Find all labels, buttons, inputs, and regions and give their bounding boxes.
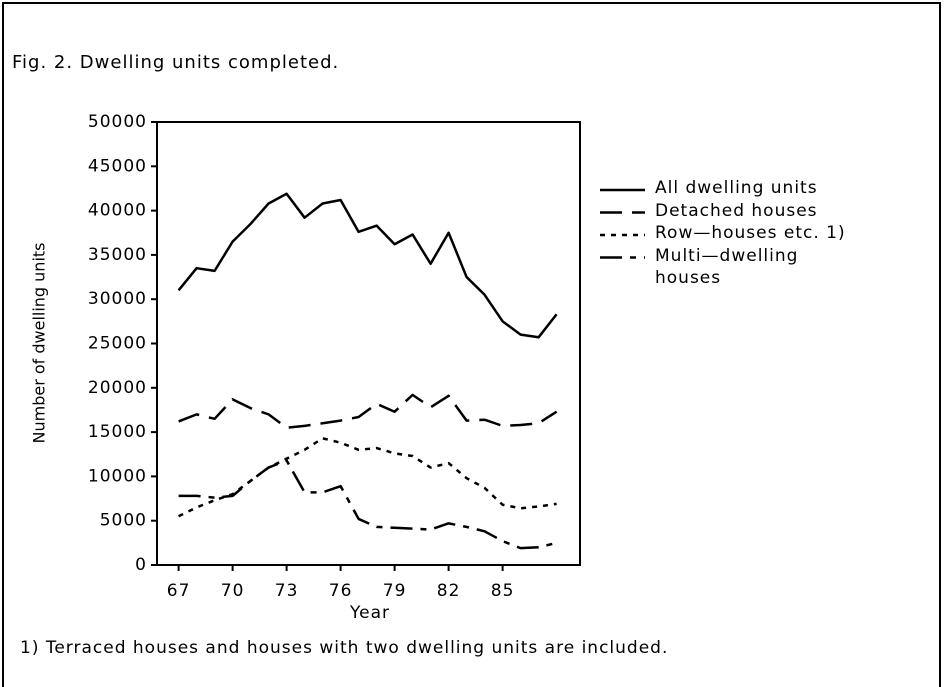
legend-label: All dwelling units — [655, 178, 818, 198]
legend-label: Multi—dwelling houses — [655, 245, 799, 288]
x-axis-label: Year — [349, 603, 390, 623]
y-tick-label: 35000 — [88, 245, 147, 265]
series-line — [177, 192, 558, 339]
y-tick-label: 30000 — [88, 289, 147, 309]
y-tick-label: 45000 — [88, 156, 147, 176]
x-tick-label: 73 — [275, 581, 299, 601]
y-tick-label: 5000 — [100, 511, 147, 531]
y-tick-label: 40000 — [88, 201, 147, 221]
x-tick-label: 70 — [221, 581, 245, 601]
series-line — [178, 459, 557, 550]
x-tick-label: 79 — [383, 581, 407, 601]
y-tick-label: 15000 — [88, 422, 147, 442]
y-axis-label: Number of dwelling units — [30, 242, 49, 443]
x-tick-label: 82 — [437, 581, 461, 601]
y-tick-label: 25000 — [88, 334, 147, 354]
y-tick-label: 50000 — [88, 112, 147, 132]
x-tick-label: 67 — [167, 581, 191, 601]
y-tick-label: 10000 — [88, 466, 147, 486]
x-tick-label: 85 — [491, 581, 515, 601]
y-tick-label: 20000 — [88, 378, 147, 398]
chart-title: Fig. 2. Dwelling units completed. — [12, 52, 339, 73]
footnote: 1) Terraced houses and houses with two d… — [20, 638, 669, 658]
series-line — [178, 437, 557, 518]
series-line — [178, 393, 558, 429]
legend-label: Detached houses — [655, 200, 818, 221]
x-tick-label: 76 — [329, 581, 353, 601]
legend-label: Row—houses etc. 1) — [655, 223, 846, 243]
y-tick-label: 0 — [135, 555, 147, 575]
